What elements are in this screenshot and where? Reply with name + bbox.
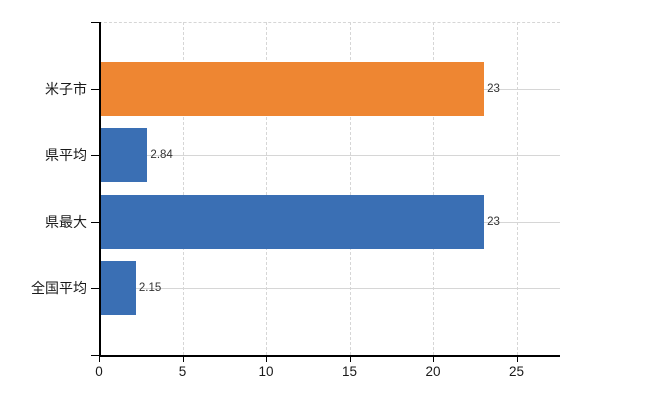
category-label: 県平均 [45, 147, 87, 164]
x-tick-label: 20 [425, 364, 441, 379]
x-tick-label: 10 [258, 364, 274, 379]
category-gridline [99, 155, 560, 157]
top-gridline [99, 22, 560, 23]
category-gridline [99, 288, 560, 290]
y-axis-tick [91, 221, 99, 223]
vertical-gridline [266, 22, 268, 355]
bar-value-label: 2.84 [150, 149, 173, 162]
y-axis-tick [91, 355, 99, 356]
x-axis-tick [433, 357, 435, 362]
vertical-gridline [182, 22, 184, 355]
x-axis-tick [349, 357, 351, 362]
x-tick-label: 5 [178, 364, 187, 379]
y-axis-tick [91, 22, 99, 23]
category-label: 米子市 [45, 80, 87, 97]
x-tick-label: 25 [509, 364, 525, 379]
x-axis-tick [266, 357, 268, 362]
x-axis-tick [182, 357, 184, 362]
bar-3 [100, 194, 485, 249]
bar-4 [100, 261, 136, 316]
vertical-gridline [433, 22, 435, 355]
bar-value-label: 23 [487, 82, 500, 95]
bar-value-label: 2.15 [138, 282, 162, 295]
y-axis [99, 22, 101, 357]
vertical-gridline [349, 22, 351, 355]
y-axis-tick [91, 88, 99, 90]
x-tick-label: 0 [95, 364, 103, 379]
vertical-gridline [516, 22, 518, 355]
bar-1 [100, 61, 485, 116]
x-axis [99, 355, 560, 357]
x-axis-tick [516, 357, 518, 362]
y-axis-tick [91, 288, 99, 290]
x-axis-tick [99, 357, 100, 362]
x-tick-label: 15 [342, 364, 358, 379]
category-label: 県最大 [45, 213, 87, 230]
bar-2 [100, 128, 148, 183]
bar-value-label: 23 [487, 215, 500, 228]
y-axis-tick [91, 155, 99, 157]
category-label: 全国平均 [31, 280, 87, 297]
